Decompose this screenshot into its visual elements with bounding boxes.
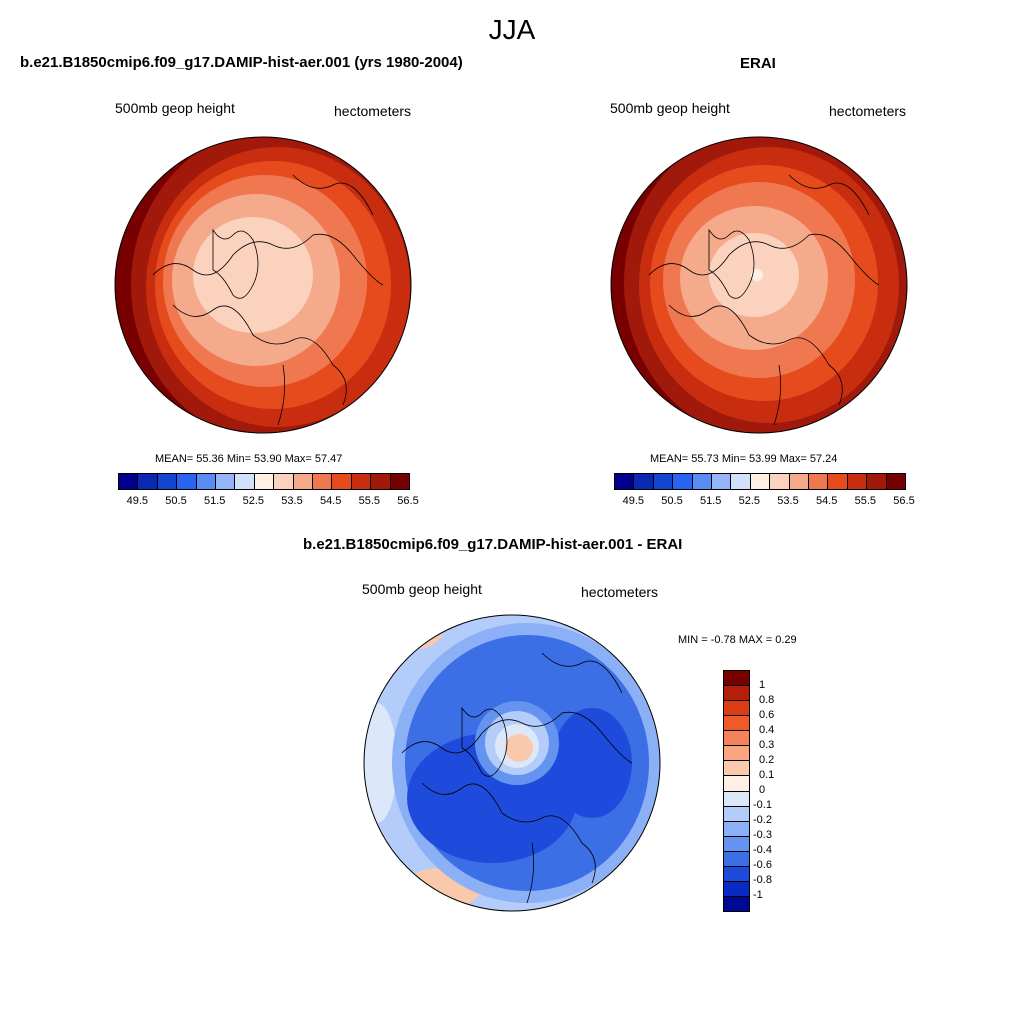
colorbar-tick-label: 53.5 bbox=[281, 495, 303, 507]
colorbar-swatch bbox=[789, 474, 810, 489]
colorbar-tick-label: 52.5 bbox=[738, 495, 761, 507]
colorbar-swatch bbox=[371, 474, 391, 489]
panel3-units: hectometers bbox=[581, 584, 659, 600]
colorbar-tick-label: 49.5 bbox=[622, 495, 645, 507]
panel2-units: hectometers bbox=[829, 103, 907, 119]
colorbar-tick-label: -0.2 bbox=[753, 814, 772, 826]
colorbar-tick-label: 1 bbox=[759, 679, 766, 691]
colorbar-swatch bbox=[724, 686, 749, 702]
colorbar-tick-label: 55.5 bbox=[854, 495, 877, 507]
colorbar-swatch bbox=[724, 716, 749, 732]
panel3-map bbox=[363, 614, 661, 912]
colorbar-swatch bbox=[886, 474, 906, 489]
colorbar-swatch bbox=[653, 474, 674, 489]
colorbar-swatch bbox=[138, 474, 158, 489]
colorbar-tick-label: -0.6 bbox=[753, 859, 772, 871]
colorbar-swatch bbox=[724, 881, 749, 897]
panel3-title: b.e21.B1850cmip6.f09_g17.DAMIP-hist-aer.… bbox=[303, 536, 683, 553]
colorbar-swatch bbox=[724, 746, 749, 762]
colorbar-tick-label: 50.5 bbox=[165, 495, 187, 507]
colorbar-tick-label: 51.5 bbox=[699, 495, 722, 507]
colorbar-swatch bbox=[724, 821, 749, 837]
colorbar-swatch bbox=[867, 474, 887, 489]
colorbar-swatch bbox=[235, 474, 255, 489]
colorbar-tick-label: -0.4 bbox=[753, 844, 772, 856]
panel1-title: b.e21.B1850cmip6.f09_g17.DAMIP-hist-aer.… bbox=[20, 54, 463, 71]
colorbar-tick-label: 53.5 bbox=[777, 495, 799, 507]
panel2-stats: MEAN= 55.73 Min= 53.99 Max= 57.24 bbox=[650, 453, 838, 465]
colorbar-swatch bbox=[615, 474, 635, 489]
colorbar-swatch bbox=[770, 474, 790, 489]
colorbar-swatch bbox=[254, 474, 275, 489]
colorbar-swatch bbox=[351, 474, 372, 489]
panel1-variable: 500mb geop height bbox=[115, 100, 235, 116]
colorbar-swatch bbox=[216, 474, 236, 489]
colorbar-swatch bbox=[847, 474, 868, 489]
colorbar-swatch bbox=[724, 671, 749, 687]
colorbar-swatch bbox=[724, 851, 749, 867]
colorbar-tick-label: 50.5 bbox=[661, 495, 683, 507]
colorbar-swatch bbox=[313, 474, 333, 489]
colorbar-tick-label: 54.5 bbox=[815, 495, 838, 507]
colorbar-swatch bbox=[809, 474, 829, 489]
colorbar-swatch bbox=[750, 474, 771, 489]
colorbar-tick-label: 51.5 bbox=[203, 495, 226, 507]
colorbar-tick-label: 0.8 bbox=[759, 694, 775, 706]
colorbar-tick-label: 0 bbox=[759, 784, 766, 796]
panel1-colorbar bbox=[118, 473, 410, 490]
panel2-colorbar bbox=[614, 473, 906, 490]
panel1-stats: MEAN= 55.36 Min= 53.90 Max= 57.47 bbox=[155, 453, 343, 465]
panel2-title: ERAI bbox=[740, 55, 776, 72]
panel3-stats: MIN = -0.78 MAX = 0.29 bbox=[678, 634, 797, 646]
colorbar-swatch bbox=[692, 474, 713, 489]
colorbar-tick-label: 0.4 bbox=[759, 724, 775, 736]
colorbar-tick-label: 0.2 bbox=[759, 754, 775, 766]
colorbar-swatch bbox=[634, 474, 654, 489]
colorbar-swatch bbox=[724, 836, 749, 852]
colorbar-swatch bbox=[731, 474, 751, 489]
colorbar-tick-label: 0.1 bbox=[759, 769, 775, 781]
colorbar-swatch bbox=[712, 474, 732, 489]
colorbar-tick-label: -0.8 bbox=[753, 874, 772, 886]
colorbar-swatch bbox=[157, 474, 178, 489]
colorbar-swatch bbox=[724, 791, 749, 807]
colorbar-swatch bbox=[828, 474, 848, 489]
panel3-variable: 500mb geop height bbox=[362, 581, 482, 597]
colorbar-swatch bbox=[724, 701, 749, 717]
colorbar-tick-label: 49.5 bbox=[126, 495, 149, 507]
panel3-colorbar bbox=[723, 670, 750, 912]
panel1-map bbox=[114, 136, 412, 434]
colorbar-swatch bbox=[119, 474, 139, 489]
colorbar-tick-label: 52.5 bbox=[242, 495, 265, 507]
colorbar-swatch bbox=[196, 474, 217, 489]
colorbar-tick-label: -0.3 bbox=[753, 829, 772, 841]
colorbar-tick-label: 0.6 bbox=[759, 709, 775, 721]
colorbar-swatch bbox=[293, 474, 314, 489]
colorbar-swatch bbox=[724, 806, 749, 822]
colorbar-swatch bbox=[673, 474, 693, 489]
panel1-units: hectometers bbox=[334, 103, 412, 119]
colorbar-swatch bbox=[274, 474, 294, 489]
colorbar-tick-label: -0.1 bbox=[753, 799, 772, 811]
colorbar-swatch bbox=[724, 761, 749, 777]
figure-title: JJA bbox=[488, 14, 536, 45]
colorbar-swatch bbox=[724, 731, 749, 747]
panel2-variable: 500mb geop height bbox=[610, 100, 730, 116]
colorbar-swatch bbox=[724, 776, 749, 792]
panel2-map bbox=[610, 136, 908, 434]
colorbar-tick-label: 54.5 bbox=[319, 495, 342, 507]
colorbar-tick-label: -1 bbox=[753, 889, 763, 901]
colorbar-swatch bbox=[724, 866, 749, 882]
colorbar-tick-label: 56.5 bbox=[893, 495, 915, 507]
colorbar-swatch bbox=[177, 474, 197, 489]
colorbar-swatch bbox=[390, 474, 410, 489]
colorbar-swatch bbox=[724, 896, 749, 911]
colorbar-swatch bbox=[332, 474, 352, 489]
colorbar-tick-label: 55.5 bbox=[358, 495, 381, 507]
colorbar-tick-label: 56.5 bbox=[397, 495, 419, 507]
colorbar-tick-label: 0.3 bbox=[759, 739, 775, 751]
